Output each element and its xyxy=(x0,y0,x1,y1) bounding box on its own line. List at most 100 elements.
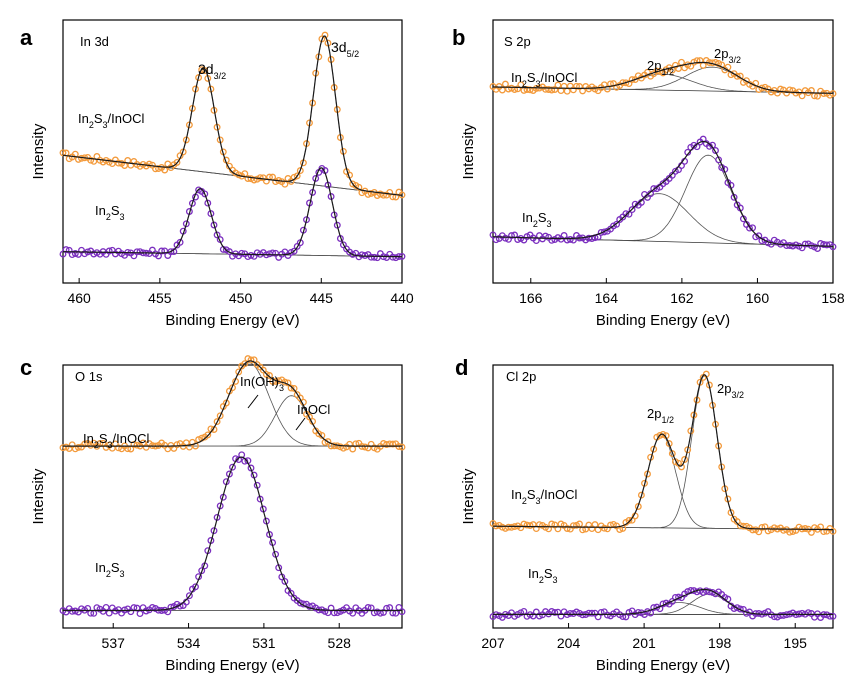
data-point xyxy=(87,156,95,164)
data-point xyxy=(296,167,304,175)
peak-annotation: 2p3/2 xyxy=(717,381,744,400)
data-point xyxy=(188,199,196,207)
data-point xyxy=(247,251,255,259)
data-point xyxy=(386,188,394,196)
x-tick-label: 440 xyxy=(390,290,414,306)
data-point xyxy=(281,577,289,585)
data-point xyxy=(597,608,605,616)
data-point xyxy=(392,254,400,262)
data-point xyxy=(535,612,543,620)
data-point xyxy=(229,463,236,471)
chart-panel-c: c O 1s 537 534 531 528 Binding Energy (eV) Inte… xyxy=(20,355,406,674)
data-point xyxy=(545,525,553,533)
data-point xyxy=(296,599,304,607)
plot-frame xyxy=(62,364,403,629)
x-axis-title: Binding Energy (eV) xyxy=(165,312,299,329)
x-tick-label: 160 xyxy=(746,290,770,306)
data-point xyxy=(195,74,203,82)
data-point xyxy=(74,443,82,451)
data-point xyxy=(705,588,713,596)
data-point xyxy=(367,189,375,197)
data-point xyxy=(523,86,531,93)
data-point xyxy=(173,441,181,449)
x-tick-label: 445 xyxy=(310,290,334,306)
data-point xyxy=(198,66,206,74)
x-tick-label: 164 xyxy=(595,290,619,306)
data-point xyxy=(563,525,571,532)
data-point xyxy=(244,175,252,182)
x-tick-label: 166 xyxy=(519,290,543,306)
data-point xyxy=(678,463,685,471)
data-point xyxy=(736,522,744,530)
data-point xyxy=(164,160,172,168)
data-point xyxy=(665,440,673,448)
data-point xyxy=(241,360,249,368)
data-point xyxy=(262,370,270,378)
plot-frame xyxy=(492,19,834,284)
peak-annotation: In(OH)3 xyxy=(240,374,284,393)
data-point xyxy=(508,232,515,240)
y-axis-title: Intensity xyxy=(30,468,47,524)
series-label: In2S3/InOCl xyxy=(83,431,150,450)
data-point xyxy=(650,185,658,193)
series-label: In2S3 xyxy=(95,560,125,579)
data-point xyxy=(293,172,301,180)
data-point xyxy=(764,527,772,535)
data-point xyxy=(801,240,809,248)
data-point xyxy=(115,159,122,167)
data-point xyxy=(508,523,515,531)
data-point xyxy=(780,526,787,534)
data-point xyxy=(269,249,277,257)
data-point xyxy=(628,206,636,214)
data-point xyxy=(130,440,138,448)
data-point xyxy=(566,609,574,617)
x-tick-label: 158 xyxy=(821,290,845,306)
series-label: In2S3/InOCl xyxy=(511,487,578,506)
peak-annotation: 2p3/2 xyxy=(714,46,741,65)
x-axis-title: Binding Energy (eV) xyxy=(596,657,730,674)
component-peak xyxy=(63,188,402,258)
data-point xyxy=(398,443,406,451)
chart-panel-b: b S 2p 166 164 162 160 158 Binding Energy (eV) I… xyxy=(452,19,845,329)
data-point xyxy=(204,431,212,439)
series-label: In2S3/InOCl xyxy=(511,70,578,89)
data-point xyxy=(349,250,357,258)
data-point xyxy=(631,200,639,208)
data-point xyxy=(361,443,369,451)
data-point xyxy=(650,445,658,453)
data-point xyxy=(376,190,384,198)
panel-letter: a xyxy=(20,25,33,50)
data-point xyxy=(306,413,313,421)
x-tick-label: 537 xyxy=(102,635,126,651)
data-point xyxy=(210,527,218,535)
data-point xyxy=(235,368,243,376)
data-point xyxy=(330,442,338,450)
data-point xyxy=(266,531,273,538)
x-tick-label: 531 xyxy=(252,635,276,651)
data-point xyxy=(829,612,837,620)
data-point xyxy=(681,456,689,463)
data-point xyxy=(702,587,710,595)
data-point xyxy=(290,247,298,255)
data-point xyxy=(566,235,574,243)
data-point xyxy=(318,431,326,439)
data-point xyxy=(136,610,144,618)
x-tick-label: 460 xyxy=(67,290,91,306)
data-point xyxy=(755,232,763,240)
peak-annotation: 3d3/2 xyxy=(198,61,226,81)
data-point xyxy=(161,247,169,255)
x-tick-label: 204 xyxy=(557,635,581,651)
data-point xyxy=(213,231,221,239)
data-point xyxy=(247,356,255,364)
data-point xyxy=(526,522,534,530)
fit-envelope xyxy=(493,588,833,615)
x-tick-label: 450 xyxy=(229,290,253,306)
data-point xyxy=(693,57,701,65)
fit-envelope xyxy=(493,140,833,247)
data-point xyxy=(238,249,246,257)
data-point xyxy=(600,228,608,236)
data-point xyxy=(102,603,110,611)
data-point xyxy=(569,236,577,244)
fit-envelope xyxy=(63,456,402,612)
fit-envelope xyxy=(62,35,403,196)
